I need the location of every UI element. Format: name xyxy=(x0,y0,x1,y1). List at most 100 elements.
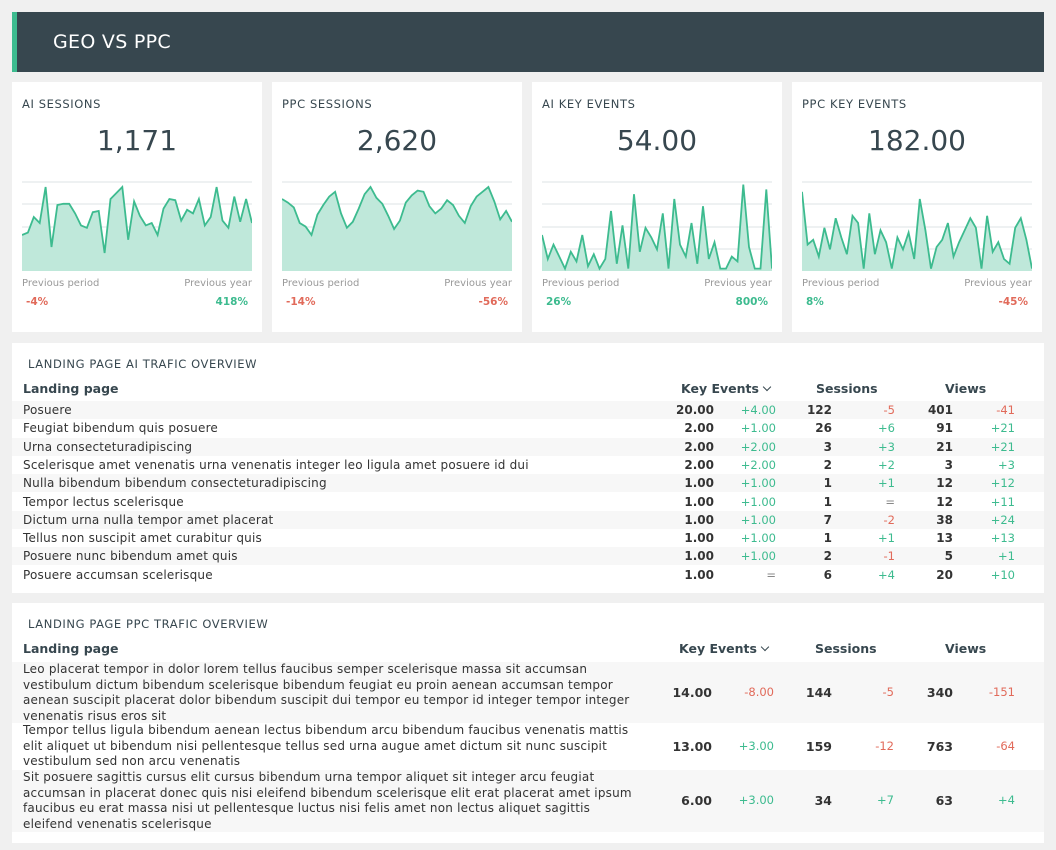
views-change: +21 xyxy=(990,439,1015,454)
table-row[interactable]: Leo placerat tempor in dolor lorem tellu… xyxy=(12,662,1044,723)
sessions-cell: 1 xyxy=(823,494,832,509)
kpi-label: PPC SESSIONS xyxy=(282,97,373,111)
views-change: +24 xyxy=(990,512,1015,527)
sessions-cell: 26 xyxy=(815,421,832,436)
key-events-change: -8.00 xyxy=(744,684,774,699)
prev-year-label: Previous year xyxy=(184,278,252,289)
sparkline-line xyxy=(802,191,1032,269)
views-change: +3 xyxy=(998,457,1015,472)
sparkline-area xyxy=(22,187,252,271)
sessions-cell: 34 xyxy=(814,793,832,808)
table-row[interactable]: Sit posuere sagittis cursus elit cursus … xyxy=(12,770,1044,832)
key-events-cell: 20.00 xyxy=(676,403,714,417)
sparkline-area xyxy=(542,184,772,271)
views-cell: 5 xyxy=(944,549,953,564)
views-change: -41 xyxy=(996,403,1015,417)
sessions-change: -2 xyxy=(883,512,895,527)
table-row[interactable]: Tempor tellus ligula bibendum aenean lec… xyxy=(12,723,1044,770)
prev-year-change: 418% xyxy=(215,296,248,308)
landing-page-cell: Scelerisque amet venenatis urna venenati… xyxy=(23,457,529,472)
key-events-change: +1.00 xyxy=(740,421,776,436)
landing-page-line: venenatis risus eros sit xyxy=(23,708,167,723)
prev-period-change: 8% xyxy=(806,296,824,308)
dashboard-header: GEO VS PPC xyxy=(12,12,1044,72)
table-row[interactable]: Posuere nunc bibendum amet quis 1.00 +1.… xyxy=(12,547,1044,566)
col-sessions[interactable]: Sessions xyxy=(815,641,877,656)
col-sessions[interactable]: Sessions xyxy=(816,381,878,396)
sessions-cell: 144 xyxy=(805,684,832,700)
sessions-cell: 2 xyxy=(823,549,832,564)
chevron-down-icon xyxy=(762,382,772,392)
key-events-change: +1.00 xyxy=(740,549,776,564)
key-events-cell: 6.00 xyxy=(681,793,712,808)
prev-period-label: Previous period xyxy=(542,278,620,289)
landing-page-cell: Nulla bibendum bibendum consecteturadipi… xyxy=(23,476,327,491)
table-row[interactable]: Posuere accumsan scelerisque 1.00 = 6 +4… xyxy=(12,566,1044,584)
kpi-value: 1,171 xyxy=(96,124,178,157)
col-views[interactable]: Views xyxy=(945,381,987,396)
sessions-change: = xyxy=(885,494,895,509)
kpi-label: AI KEY EVENTS xyxy=(542,97,636,111)
kpi-value: 2,620 xyxy=(356,124,438,157)
landing-page-cell: Tellus non suscipit amet curabitur quis xyxy=(23,531,262,546)
key-events-change: = xyxy=(766,567,776,582)
key-events-change: +4.00 xyxy=(740,403,776,417)
table-row[interactable]: Scelerisque amet venenatis urna venenati… xyxy=(12,456,1044,474)
sparkline-area xyxy=(282,187,512,271)
landing-page-cell: Urna consecteturadipiscing xyxy=(23,439,193,454)
key-events-cell: 2.00 xyxy=(684,439,714,454)
kpi-value: 182.00 xyxy=(868,124,966,157)
sessions-change: +1 xyxy=(878,531,895,546)
key-events-change: +1.00 xyxy=(740,494,776,509)
sessions-change: -5 xyxy=(883,403,895,417)
prev-year-label: Previous year xyxy=(964,278,1032,289)
landing-page-line: Tempor tellus ligula bibendum aenean lec… xyxy=(23,723,629,737)
prev-period-label: Previous period xyxy=(802,278,880,289)
kpi-sparkline xyxy=(282,181,512,271)
views-change: +1 xyxy=(998,549,1015,564)
landing-page-line: elit aliquet ut bibendum nisi pellentesq… xyxy=(23,738,607,753)
sessions-change: -12 xyxy=(875,738,894,753)
sessions-change: -5 xyxy=(882,684,894,699)
prev-year-change: -56% xyxy=(478,296,509,308)
col-key-events[interactable]: Key Events xyxy=(681,381,772,396)
kpi-card-ppc-key-events: PPC KEY EVENTS 182.00 Previous period Pr… xyxy=(792,82,1042,332)
views-change: -151 xyxy=(988,684,1015,699)
landing-page-cell: Tempor lectus scelerisque xyxy=(23,494,184,509)
table-row[interactable]: Tempor lectus scelerisque 1.00 +1.00 1 =… xyxy=(12,493,1044,511)
key-events-change: +2.00 xyxy=(740,457,776,472)
key-events-cell: 1.00 xyxy=(684,512,714,527)
sessions-change: +6 xyxy=(878,421,895,436)
table-row[interactable]: Tellus non suscipit amet curabitur quis … xyxy=(12,529,1044,547)
table-row[interactable]: Posuere 20.00 +4.00 122 -5 401 -41 xyxy=(12,401,1044,419)
prev-period-label: Previous period xyxy=(282,278,360,289)
table-row[interactable]: Dictum urna nulla tempor amet placerat 1… xyxy=(12,510,1044,529)
landing-page-line: vestibulum dictum bibendum scelerisque b… xyxy=(23,677,613,692)
views-cell: 21 xyxy=(936,439,953,454)
col-views[interactable]: Views xyxy=(945,641,987,656)
col-key-events[interactable]: Key Events xyxy=(679,641,770,656)
sparkline-line xyxy=(282,185,512,238)
sessions-change: +3 xyxy=(878,439,895,454)
table-row[interactable]: Nulla bibendum bibendum consecteturadipi… xyxy=(12,474,1044,493)
table-row[interactable]: Feugiat bibendum quis posuere 2.00 +1.00… xyxy=(12,419,1044,437)
table-row[interactable]: Urna consecteturadipiscing 2.00 +2.00 3 … xyxy=(12,437,1044,456)
views-cell: 12 xyxy=(936,476,953,491)
key-events-change: +1.00 xyxy=(740,512,776,527)
views-change: +21 xyxy=(990,421,1015,436)
views-cell: 63 xyxy=(935,793,953,808)
ppc-table-title: LANDING PAGE PPC TRAFIC OVERVIEW xyxy=(28,617,269,631)
kpi-label: PPC KEY EVENTS xyxy=(802,97,907,111)
sparkline-line xyxy=(542,184,772,271)
kpi-label: AI SESSIONS xyxy=(22,97,102,111)
col-landing-page: Landing page xyxy=(23,381,119,396)
views-change: +10 xyxy=(990,567,1015,582)
sessions-change: +1 xyxy=(878,476,895,491)
key-events-cell: 1.00 xyxy=(684,549,714,564)
sessions-cell: 7 xyxy=(823,512,832,527)
sessions-cell: 1 xyxy=(823,476,832,491)
kpi-sparkline xyxy=(542,181,772,271)
sessions-cell: 1 xyxy=(823,531,832,546)
prev-year-change: -45% xyxy=(998,296,1029,308)
col-key-events-label: Key Events xyxy=(681,381,759,396)
